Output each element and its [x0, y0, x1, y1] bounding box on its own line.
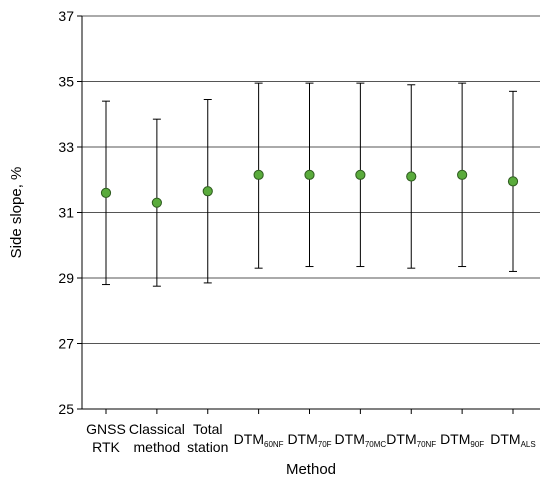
data-point: [304, 169, 315, 180]
data-point: [406, 171, 417, 182]
x-tick-label: DTM70F: [287, 431, 331, 449]
x-tick-label: station: [187, 439, 228, 455]
y-tick-label: 35: [58, 74, 74, 90]
data-point: [355, 169, 366, 180]
data-point: [202, 186, 213, 197]
data-point: [151, 197, 162, 208]
data-point: [457, 169, 468, 180]
x-tick-label: DTMALS: [490, 431, 535, 449]
x-ticks: GNSS RTK Classical method Total station DTM60N…: [86, 409, 536, 455]
grid-lines: [82, 15, 540, 344]
data-points: [100, 169, 519, 208]
x-tick-label: DTM70NF: [386, 431, 436, 449]
x-tick-label: DTM70MC: [335, 431, 387, 449]
error-bars: [102, 82, 517, 287]
x-tick-label: method: [134, 439, 181, 455]
x-tick-label: DTM90F: [440, 431, 484, 449]
x-axis-label: Method: [286, 461, 336, 478]
y-tick-label: 31: [58, 205, 74, 221]
x-tick-label: RTK: [92, 439, 120, 455]
data-point: [507, 176, 519, 187]
y-tick-label: 27: [58, 336, 74, 352]
y-tick-label: 25: [58, 401, 74, 417]
x-tick-label: Classical: [129, 421, 185, 437]
x-tick-label: GNSS: [86, 421, 126, 437]
y-tick-label: 33: [58, 139, 74, 155]
y-tick-label: 29: [58, 270, 74, 286]
x-tick-label: DTM60NF: [234, 431, 284, 449]
x-tick-label: Total: [193, 421, 223, 437]
y-ticks: 25 27 29 31 33 35 37: [58, 8, 82, 417]
data-point: [100, 187, 112, 198]
data-point: [253, 169, 264, 180]
y-tick-label: 37: [58, 8, 74, 24]
y-axis-label: Side slope, %: [8, 167, 25, 259]
